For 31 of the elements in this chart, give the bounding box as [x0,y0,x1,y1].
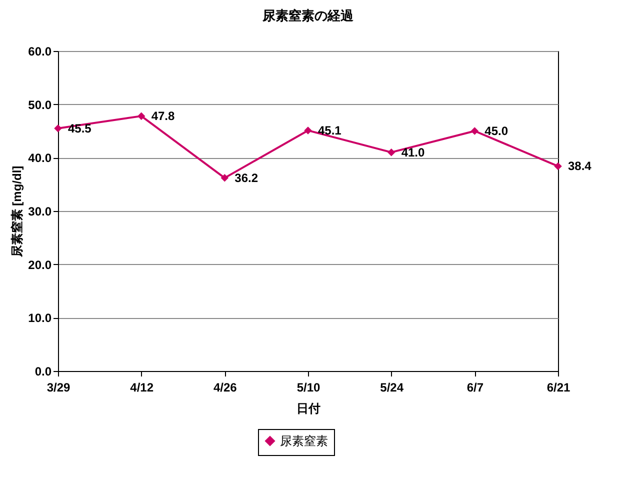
x-tick-label: 5/10 [296,380,320,394]
point [387,148,396,156]
y-tick-label: 30.0 [28,204,52,218]
x-tick-label: 4/26 [213,380,238,394]
point [137,112,146,120]
y-tick-label: 60.0 [28,44,52,58]
y-tick-label: 0.0 [34,364,52,378]
x-tick-label: 4/12 [130,380,154,394]
legend-label: 尿素窒素 [280,434,328,448]
x-tick-label: 6/7 [466,380,484,394]
data-label: 47.8 [151,109,176,124]
point [54,124,62,132]
data-label: 45.1 [318,123,342,138]
y-tick-label: 10.0 [28,311,52,326]
point [304,126,312,134]
data-label: 36.2 [234,170,258,185]
chart-title: 尿素窒素の経過 [262,8,354,23]
point [220,174,229,182]
x-axis-title: 日付 [296,402,320,416]
data-label: 41.0 [401,145,426,160]
point [470,127,479,135]
point [554,162,562,170]
y-tick-label: 40.0 [28,151,52,166]
data-label: 45.0 [484,124,508,138]
y-axis-title: 尿素窒素 [mg/dl] [10,166,24,258]
y-tick-label: 50.0 [28,98,52,112]
data-label: 38.4 [568,159,592,174]
y-tick-label: 20.0 [28,258,52,272]
x-tick-label: 5/24 [380,380,404,394]
x-tick-label: 3/29 [46,380,70,394]
x-tick-label: 6/21 [546,380,570,394]
